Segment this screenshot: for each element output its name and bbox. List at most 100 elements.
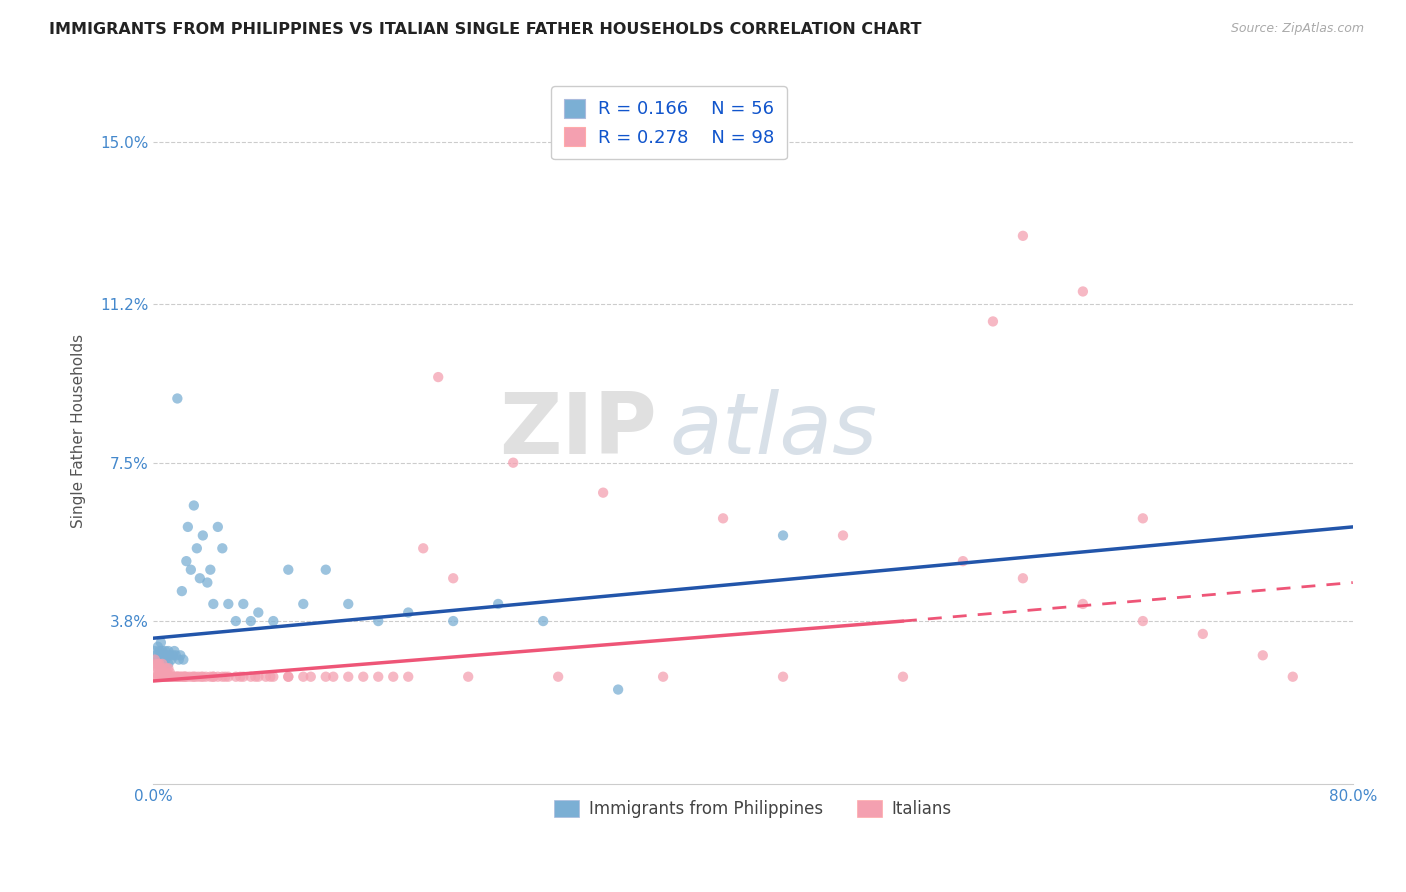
Point: [1251, 648, 1274, 663]
Point: [163, 644, 186, 658]
Point: [156, 670, 179, 684]
Text: IMMIGRANTS FROM PHILIPPINES VS ITALIAN SINGLE FATHER HOUSEHOLDS CORRELATION CHAR: IMMIGRANTS FROM PHILIPPINES VS ITALIAN S…: [49, 22, 922, 37]
Point: [247, 606, 270, 620]
Point: [457, 670, 479, 684]
Point: [239, 670, 262, 684]
Point: [157, 661, 180, 675]
Point: [157, 670, 180, 684]
Point: [952, 554, 974, 568]
Point: [245, 670, 267, 684]
Point: [149, 670, 172, 684]
Point: [200, 670, 222, 684]
Point: [412, 541, 434, 556]
Point: [202, 597, 225, 611]
Point: [299, 670, 322, 684]
Point: [170, 584, 193, 599]
Point: [1191, 627, 1213, 641]
Point: [367, 614, 389, 628]
Point: [166, 670, 188, 684]
Point: [162, 670, 184, 684]
Point: [502, 456, 524, 470]
Point: [315, 670, 337, 684]
Point: [155, 644, 177, 658]
Point: [277, 563, 299, 577]
Point: [367, 670, 389, 684]
Point: [183, 670, 205, 684]
Point: [172, 652, 194, 666]
Point: [217, 597, 239, 611]
Point: [239, 614, 262, 628]
Point: [155, 670, 177, 684]
Point: [172, 670, 194, 684]
Point: [149, 661, 172, 675]
Point: [292, 670, 315, 684]
Point: [188, 571, 211, 585]
Point: [187, 670, 209, 684]
Point: [396, 606, 419, 620]
Point: [160, 652, 183, 666]
Point: [229, 670, 252, 684]
Y-axis label: Single Father Households: Single Father Households: [72, 334, 86, 528]
Point: [1012, 571, 1035, 585]
Point: [167, 670, 190, 684]
Point: [441, 614, 464, 628]
Point: [177, 520, 200, 534]
Point: [166, 392, 188, 406]
Point: [148, 657, 170, 671]
Point: [1012, 228, 1035, 243]
Point: [160, 670, 183, 684]
Point: [832, 528, 855, 542]
Point: [652, 670, 675, 684]
Point: [173, 670, 195, 684]
Point: [155, 661, 177, 675]
Point: [176, 554, 198, 568]
Point: [166, 670, 188, 684]
Point: [277, 670, 299, 684]
Text: Source: ZipAtlas.com: Source: ZipAtlas.com: [1230, 22, 1364, 36]
Point: [149, 635, 172, 649]
Point: [155, 652, 177, 666]
Point: [159, 670, 181, 684]
Point: [146, 652, 169, 666]
Point: [382, 670, 405, 684]
Point: [165, 670, 187, 684]
Point: [157, 657, 180, 671]
Point: [225, 670, 247, 684]
Point: [254, 670, 277, 684]
Point: [143, 652, 166, 666]
Point: [149, 648, 172, 663]
Point: [150, 670, 173, 684]
Point: [176, 670, 198, 684]
Point: [145, 670, 167, 684]
Point: [150, 644, 173, 658]
Point: [181, 670, 204, 684]
Point: [153, 670, 176, 684]
Point: [153, 648, 176, 663]
Point: [143, 665, 166, 680]
Point: [531, 614, 554, 628]
Point: [159, 665, 181, 680]
Point: [981, 314, 1004, 328]
Point: [156, 670, 179, 684]
Point: [202, 670, 225, 684]
Point: [165, 648, 187, 663]
Point: [547, 670, 569, 684]
Point: [145, 657, 167, 671]
Point: [891, 670, 914, 684]
Point: [160, 670, 183, 684]
Point: [607, 682, 630, 697]
Point: [486, 597, 509, 611]
Point: [262, 670, 284, 684]
Point: [163, 670, 186, 684]
Point: [153, 648, 176, 663]
Point: [146, 661, 169, 675]
Point: [148, 670, 170, 684]
Point: [159, 648, 181, 663]
Point: [183, 499, 205, 513]
Point: [153, 665, 176, 680]
Point: [162, 648, 184, 663]
Point: [146, 657, 169, 671]
Point: [337, 670, 360, 684]
Point: [322, 670, 344, 684]
Point: [232, 670, 254, 684]
